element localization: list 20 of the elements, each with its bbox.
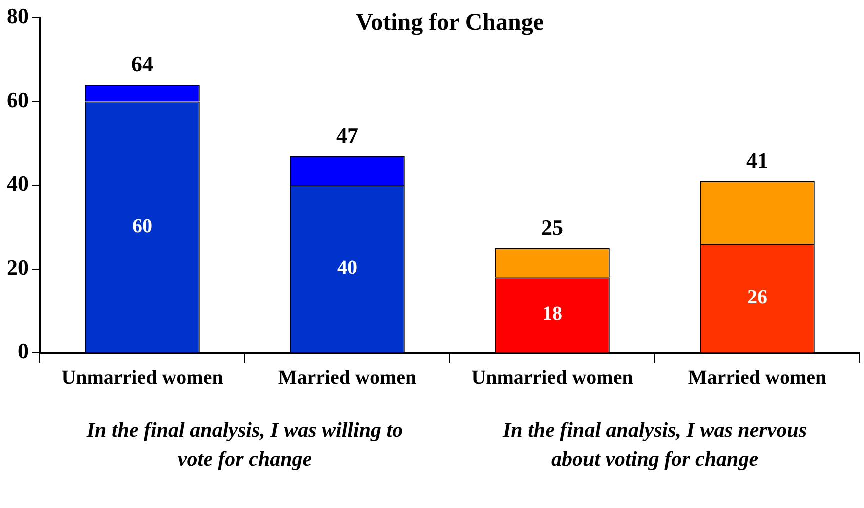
data-label: 26 bbox=[748, 286, 768, 308]
text: In the final analysis, I was willing to vote for change bbox=[86, 417, 404, 473]
x-tick-label: Married women bbox=[278, 367, 417, 390]
data-label: 40 bbox=[338, 257, 358, 280]
y-tick-label: 60 bbox=[7, 87, 29, 112]
total-label: 47 bbox=[336, 122, 358, 148]
chart-title: Voting for Change bbox=[356, 10, 544, 36]
y-tick-label: 40 bbox=[7, 171, 29, 196]
x-tick-label: Unmarried women bbox=[62, 367, 224, 390]
x-tick-label: Unmarried women bbox=[472, 367, 634, 390]
data-label: 60 bbox=[132, 215, 152, 238]
y-tick-label: 20 bbox=[7, 254, 29, 280]
total-label: 41 bbox=[746, 148, 768, 173]
text: In the final analysis, I was nervous about voting for change bbox=[502, 417, 808, 473]
total-label: 25 bbox=[542, 215, 564, 240]
x-tick-label: Married women bbox=[688, 367, 827, 390]
y-tick-label: 80 bbox=[7, 4, 29, 29]
data-label: 18 bbox=[542, 303, 562, 326]
total-label: 64 bbox=[132, 52, 154, 77]
y-tick-label: 0 bbox=[18, 338, 29, 364]
